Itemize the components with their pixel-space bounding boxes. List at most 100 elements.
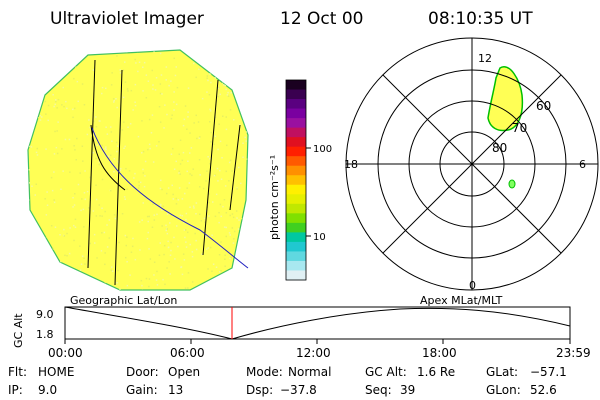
- noise-pixel: [163, 244, 166, 247]
- noise-pixel: [240, 182, 242, 185]
- noise-pixel: [76, 278, 78, 280]
- noise-pixel: [83, 104, 86, 106]
- noise-pixel: [170, 249, 172, 252]
- noise-pixel: [30, 146, 33, 148]
- noise-pixel: [215, 193, 218, 196]
- noise-pixel: [240, 73, 242, 76]
- noise-pixel: [211, 270, 213, 272]
- noise-pixel: [123, 121, 125, 123]
- noise-pixel: [95, 116, 97, 118]
- noise-pixel: [83, 257, 85, 259]
- noise-pixel: [45, 113, 47, 115]
- noise-pixel: [170, 153, 173, 155]
- noise-pixel: [89, 176, 91, 179]
- noise-pixel: [206, 91, 208, 93]
- noise-pixel: [182, 151, 185, 154]
- noise-pixel: [151, 69, 153, 72]
- noise-pixel: [173, 168, 176, 170]
- noise-pixel: [249, 68, 251, 70]
- noise-pixel: [242, 142, 244, 144]
- noise-pixel: [74, 218, 77, 221]
- noise-pixel: [30, 110, 32, 112]
- noise-pixel: [210, 81, 212, 84]
- noise-pixel: [137, 70, 139, 73]
- noise-pixel: [29, 103, 32, 105]
- noise-pixel: [138, 181, 140, 183]
- colorbar-gradient: [286, 80, 306, 281]
- noise-pixel: [64, 254, 66, 257]
- colorbar-segment: [286, 213, 306, 224]
- noise-pixel: [97, 288, 99, 290]
- noise-pixel: [193, 122, 195, 124]
- noise-pixel: [184, 229, 187, 231]
- noise-pixel: [162, 205, 165, 208]
- mlt-label-6: 6: [579, 158, 586, 171]
- colorbar-segment: [286, 99, 306, 110]
- noise-pixel: [224, 185, 227, 187]
- noise-pixel: [207, 68, 209, 70]
- noise-pixel: [120, 167, 122, 170]
- noise-pixel: [53, 199, 55, 201]
- noise-pixel: [57, 98, 60, 101]
- status-seq-value: 39: [400, 383, 415, 397]
- noise-pixel: [165, 229, 167, 232]
- noise-pixel: [31, 290, 32, 292]
- noise-pixel: [139, 181, 142, 184]
- noise-pixel: [192, 55, 194, 57]
- noise-pixel: [147, 220, 149, 223]
- noise-pixel: [148, 143, 151, 146]
- noise-pixel: [141, 152, 143, 154]
- colorbar-segment: [286, 175, 306, 186]
- noise-pixel: [152, 203, 154, 205]
- noise-pixel: [35, 266, 38, 268]
- noise-pixel: [84, 198, 87, 200]
- time-tick-1800: 18:00: [422, 346, 457, 360]
- noise-pixel: [190, 147, 193, 149]
- noise-pixel: [183, 229, 186, 231]
- noise-pixel: [236, 188, 238, 190]
- noise-pixel: [77, 53, 79, 56]
- noise-pixel: [231, 170, 233, 172]
- noise-pixel: [171, 114, 173, 116]
- noise-pixel: [238, 219, 240, 221]
- noise-pixel: [148, 118, 151, 121]
- noise-pixel: [195, 248, 198, 251]
- noise-pixel: [32, 270, 35, 273]
- noise-pixel: [98, 161, 101, 163]
- noise-pixel: [240, 56, 243, 58]
- status-gain-value: 13: [168, 383, 183, 397]
- noise-pixel: [98, 163, 100, 166]
- noise-pixel: [213, 174, 216, 177]
- noise-pixel: [225, 128, 228, 131]
- colorbar-tick-100: 100: [313, 144, 332, 155]
- noise-pixel: [92, 120, 95, 123]
- status-gain-key: Gain:: [126, 383, 158, 397]
- noise-pixel: [222, 205, 224, 208]
- noise-pixel: [80, 209, 82, 212]
- colorbar-segment: [286, 251, 306, 262]
- noise-pixel: [249, 59, 251, 61]
- noise-pixel: [62, 275, 65, 277]
- noise-pixel: [228, 161, 231, 164]
- colorbar-segment: [286, 118, 306, 129]
- noise-pixel: [119, 288, 121, 290]
- noise-pixel: [239, 124, 241, 126]
- noise-pixel: [213, 143, 215, 145]
- noise-pixel: [145, 74, 148, 76]
- noise-pixel: [63, 235, 66, 237]
- noise-pixel: [142, 90, 144, 92]
- noise-pixel: [159, 187, 162, 190]
- noise-pixel: [130, 251, 133, 253]
- noise-pixel: [99, 120, 101, 122]
- noise-pixel: [79, 172, 81, 174]
- noise-pixel: [164, 104, 166, 106]
- mlt-label-0: 0: [469, 279, 476, 292]
- noise-pixel: [152, 88, 154, 90]
- noise-pixel: [189, 243, 191, 246]
- noise-pixel: [208, 201, 210, 204]
- noise-pixel: [219, 271, 221, 273]
- noise-pixel: [189, 152, 191, 154]
- noise-pixel: [32, 81, 34, 83]
- noise-pixel: [32, 274, 35, 276]
- noise-pixel: [149, 147, 151, 150]
